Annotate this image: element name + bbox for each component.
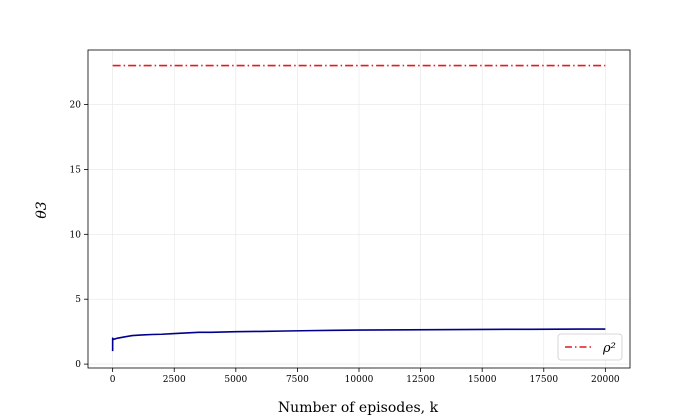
tick-group: 0 2500 5000 7500 10000 12500 15000 17500 20000 0 5… <box>70 101 620 385</box>
x-axis-label-text: Number of episodes, k <box>278 400 439 416</box>
x-tick-label: 7500 <box>286 375 309 385</box>
x-tick-label: 2500 <box>163 375 186 385</box>
x-tick-label: 12500 <box>406 375 435 385</box>
y-tick-label: 0 <box>75 360 81 370</box>
x-axis-label: Number of episodes, k <box>278 400 439 416</box>
y-axis-label-text: θ3 <box>34 201 50 218</box>
x-tick-label: 5000 <box>224 375 247 385</box>
x-tick-label: 15000 <box>468 375 497 385</box>
y-tick-label: 5 <box>75 295 81 305</box>
x-tick-label: 17500 <box>529 375 558 385</box>
y-tick-label: 15 <box>70 165 82 175</box>
y-tick-label: 10 <box>70 230 82 240</box>
legend-label-rho: ρ² <box>602 341 616 356</box>
y-axis-label: θ3 <box>34 201 50 218</box>
series-line-theta3 <box>111 328 606 352</box>
y-tick-label: 20 <box>70 101 82 111</box>
series-group <box>111 64 606 352</box>
grid <box>88 50 630 368</box>
x-tick-label: 20000 <box>591 375 620 385</box>
x-tick-label: 0 <box>110 375 116 385</box>
x-tick-label: 10000 <box>345 375 374 385</box>
legend: ρ² <box>557 333 623 361</box>
